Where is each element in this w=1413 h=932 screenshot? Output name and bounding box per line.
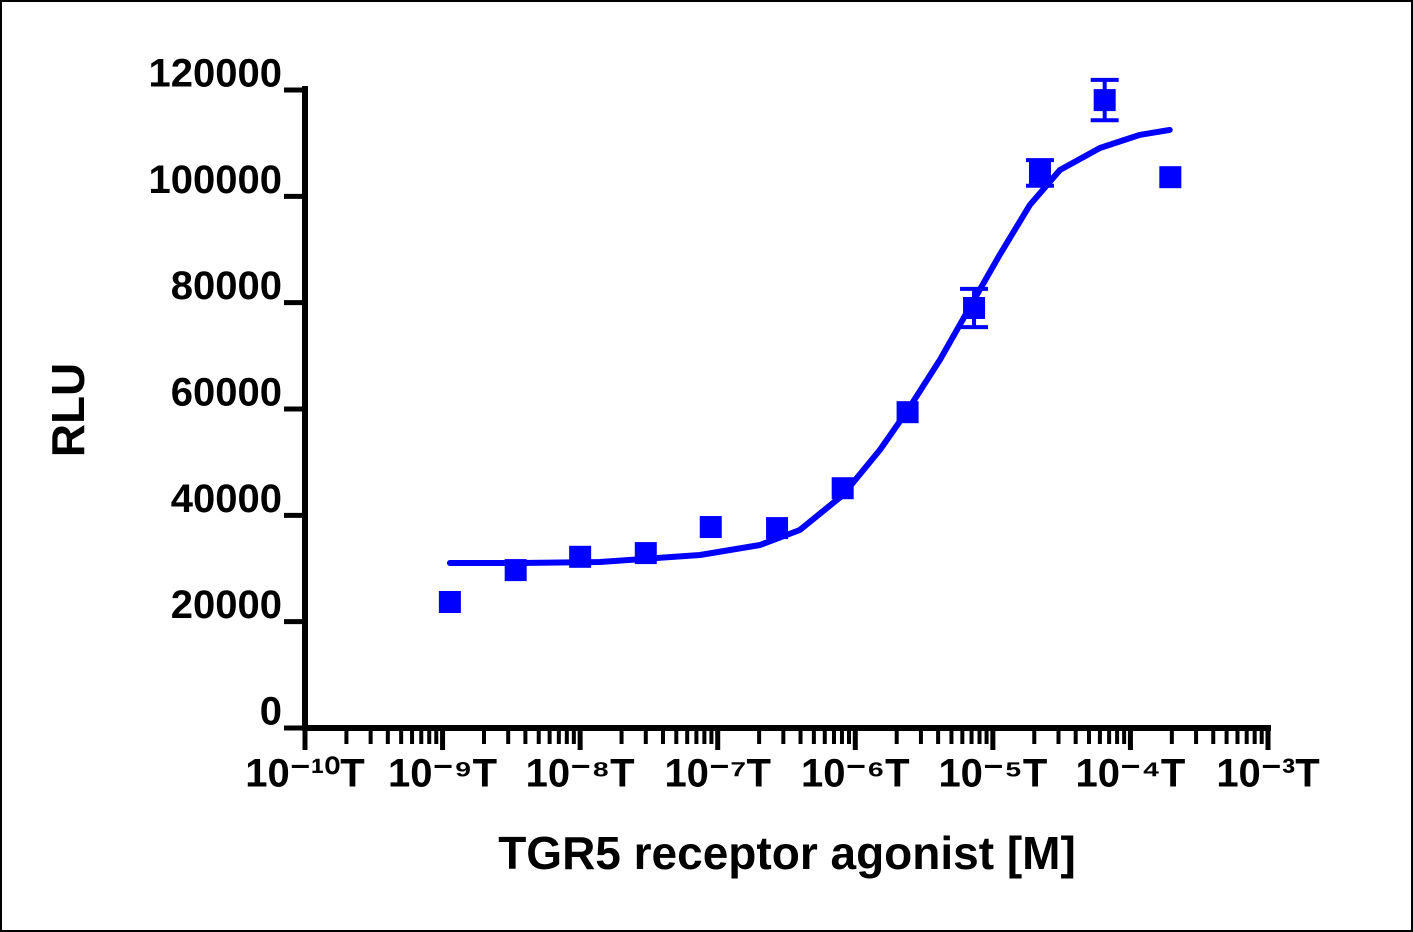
y-tick-label: 20000: [171, 583, 282, 627]
y-tick-label: 40000: [171, 477, 282, 521]
y-axis-title: RLU: [42, 363, 94, 458]
data-point: [634, 542, 657, 565]
data-point: [504, 559, 527, 582]
data-point: [766, 517, 789, 540]
data-point: [699, 516, 722, 539]
x-axis-title: TGR5 receptor agonist [M]: [498, 827, 1076, 879]
y-tick-label: 120000: [149, 52, 282, 96]
y-tick-label: 80000: [171, 264, 282, 308]
x-tick-label: 10⁻³T: [1216, 752, 1319, 796]
y-tick-label: 100000: [149, 158, 282, 202]
data-point: [831, 477, 854, 500]
data-point: [963, 296, 986, 319]
x-tick-label: 10⁻⁶T: [801, 752, 909, 796]
data-point: [1093, 89, 1116, 112]
x-tick-label: 10⁻¹⁰T: [245, 752, 364, 796]
data-point: [569, 545, 592, 568]
data-point: [1028, 161, 1051, 184]
y-tick-label: 0: [260, 690, 282, 734]
data-point: [896, 401, 919, 424]
x-tick-label: 10⁻⁵T: [938, 752, 1047, 796]
x-tick-label: 10⁻⁹T: [388, 752, 497, 796]
data-point: [438, 590, 461, 613]
y-tick-label: 60000: [171, 371, 282, 415]
data-point: [1159, 166, 1182, 189]
x-tick-label: 10⁻⁴T: [1076, 752, 1186, 796]
x-tick-label: 10⁻⁷T: [664, 752, 771, 796]
x-tick-label: 10⁻⁸T: [526, 752, 635, 796]
